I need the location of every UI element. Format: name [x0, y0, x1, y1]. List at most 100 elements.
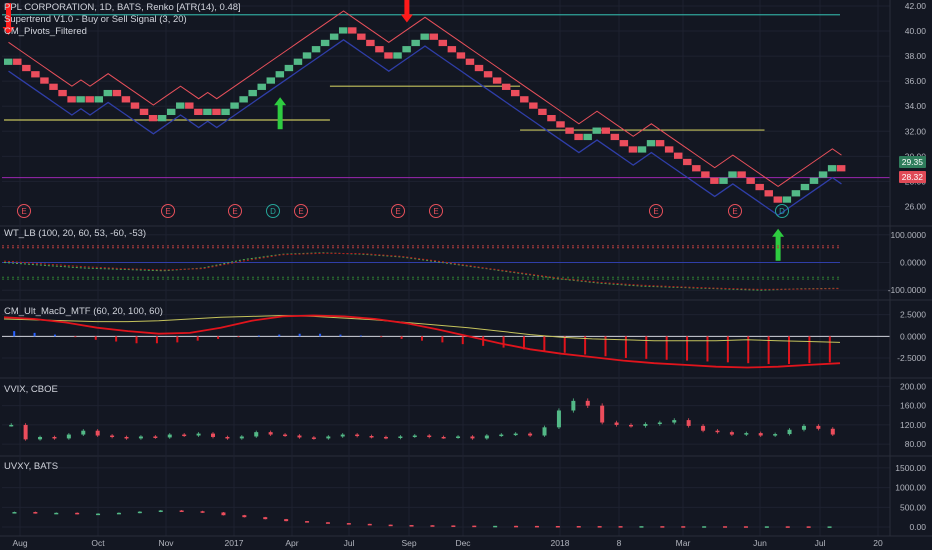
macd-pane[interactable] — [2, 314, 890, 369]
vvix-candle — [38, 436, 43, 440]
renko-brick — [139, 108, 149, 116]
renko-brick — [194, 108, 203, 116]
uvxy-candle — [305, 521, 310, 523]
renko-brick — [357, 33, 366, 40]
renko-brick — [456, 52, 466, 59]
renko-brick — [637, 146, 647, 153]
uvxy-candle — [33, 512, 38, 514]
vvix-candle — [830, 428, 835, 435]
renko-brick — [212, 108, 221, 116]
uvxy-pane[interactable] — [12, 509, 832, 528]
renko-brick — [239, 96, 248, 103]
renko-brick — [655, 140, 665, 147]
renko-brick — [746, 177, 755, 184]
vvix-candle — [297, 435, 302, 438]
vvix-legend: VVIX, CBOE — [4, 384, 58, 396]
vvix-candle — [629, 424, 633, 427]
vvix-candle — [254, 432, 259, 437]
time-axis-label: Apr — [285, 538, 298, 548]
renko-brick — [501, 83, 511, 90]
legend-vvix: VVIX, CBOE — [4, 384, 58, 395]
renko-brick — [836, 165, 846, 172]
renko-brick — [112, 89, 122, 97]
renko-brick — [547, 115, 556, 122]
renko-brick — [94, 96, 103, 103]
uvxy-candle — [409, 525, 414, 527]
renko-brick — [646, 140, 656, 147]
event-marker-circle — [728, 204, 742, 218]
time-axis-label: Nov — [158, 538, 174, 548]
event-marker-label: D — [270, 207, 276, 216]
vvix-candle — [701, 425, 706, 431]
renko-brick — [266, 77, 276, 84]
event-marker-circle — [161, 204, 175, 218]
renko-brick — [800, 183, 810, 191]
event-marker-label: E — [433, 207, 438, 216]
uvxy-candle — [660, 526, 665, 528]
vvix-candle — [110, 435, 115, 438]
renko-brick — [818, 171, 828, 178]
renko-brick — [791, 190, 801, 197]
event-marker-circle — [429, 204, 443, 218]
uvxy-candle — [388, 524, 393, 527]
vvix-tick: 160.00 — [900, 401, 926, 411]
vvix-candle — [744, 433, 749, 435]
uvxy-candle — [806, 526, 811, 528]
sell-signal-arrow — [6, 3, 12, 30]
uvxy-candle — [576, 526, 581, 528]
vvix-candle — [643, 423, 648, 426]
renko-brick — [103, 89, 113, 97]
renko-brick — [230, 102, 239, 109]
macd-tick: -2.5000 — [897, 353, 926, 363]
vvix-candle — [138, 436, 143, 439]
renko-brick — [320, 39, 330, 47]
renko-brick — [49, 83, 58, 90]
macd-tick: 0.0000 — [900, 331, 926, 341]
event-marker-circle — [391, 204, 405, 218]
uvxy-tick: 1500.00 — [895, 463, 926, 473]
time-axis-label: Jun — [753, 538, 767, 548]
event-marker: D — [775, 204, 789, 218]
vvix-candle — [23, 424, 28, 440]
event-marker-circle — [266, 204, 280, 218]
vvix-candle — [528, 433, 533, 436]
event-marker-label: D — [779, 207, 785, 216]
vvix-candle — [398, 436, 403, 438]
vvix-candle — [311, 437, 316, 439]
event-marker-label: E — [298, 207, 303, 216]
vvix-pane[interactable] — [9, 398, 835, 441]
time-axis-label: 20 — [873, 538, 883, 548]
uvxy-candle — [221, 512, 226, 516]
uvxy-candle — [179, 510, 184, 512]
renko-brick — [411, 39, 420, 47]
renko-brick — [764, 190, 773, 197]
sell-signal-arrowhead — [2, 27, 15, 36]
wt-lb-pane[interactable] — [2, 245, 841, 291]
last-price-tag: 29.35 — [898, 156, 926, 168]
renko-brick — [664, 146, 674, 153]
vvix-candle — [441, 436, 446, 439]
wt1-line — [3, 252, 841, 291]
renko-brick — [31, 71, 40, 78]
uvxy-candle — [451, 525, 456, 527]
event-marker: E — [228, 204, 242, 218]
vvix-candle — [383, 436, 388, 439]
renko-brick — [366, 39, 375, 47]
vvix-candle — [81, 430, 86, 435]
legend-uvxy: UVXY, BATS — [4, 461, 59, 472]
vvix-candle — [239, 436, 244, 439]
price-tick: 36.00 — [905, 76, 927, 86]
renko-brick — [257, 83, 266, 90]
uvxy-tick: 1000.00 — [895, 483, 926, 493]
legend-wt: WT_LB (100, 20, 60, 53, -60, -53) — [4, 228, 147, 239]
uvxy-candle — [597, 526, 602, 528]
uvxy-candle — [493, 525, 498, 528]
vvix-candle — [326, 436, 331, 439]
renko-brick — [58, 89, 67, 97]
uvxy-candle — [367, 523, 372, 526]
event-marker: E — [161, 204, 175, 218]
price-tick: 42.00 — [905, 1, 927, 11]
vvix-candle — [225, 436, 230, 439]
